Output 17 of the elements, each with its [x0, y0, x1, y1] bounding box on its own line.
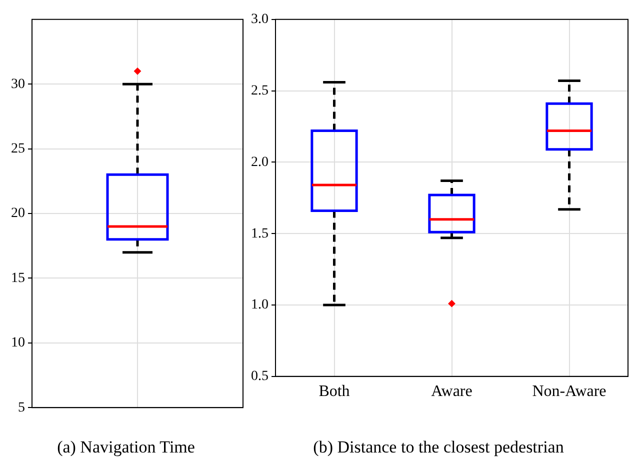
y-tick-label: 25: [11, 141, 25, 156]
x-tick-label: Aware: [431, 383, 472, 400]
y-tick-label: 0.5: [251, 369, 268, 384]
text: (b) Distance to the closest pedestrian: [313, 437, 564, 456]
y-tick-label: 2.0: [251, 154, 268, 170]
x-tick-label: Both: [318, 383, 350, 400]
y-tick-label: 20: [11, 206, 25, 222]
y-tick-label: 30: [11, 76, 25, 92]
y-tick-label: 1.5: [251, 226, 268, 242]
y-tick-label: 5: [18, 400, 25, 416]
x-tick-label: Non-Aware: [532, 383, 606, 400]
y-tick-label: 10: [11, 336, 25, 351]
y-tick-label: 3.0: [251, 12, 268, 28]
y-tick-label: 2.5: [251, 83, 268, 98]
text: (a) Navigation Time: [57, 437, 195, 456]
y-tick-label: 1.0: [251, 298, 268, 313]
y-tick-label: 15: [11, 270, 25, 286]
